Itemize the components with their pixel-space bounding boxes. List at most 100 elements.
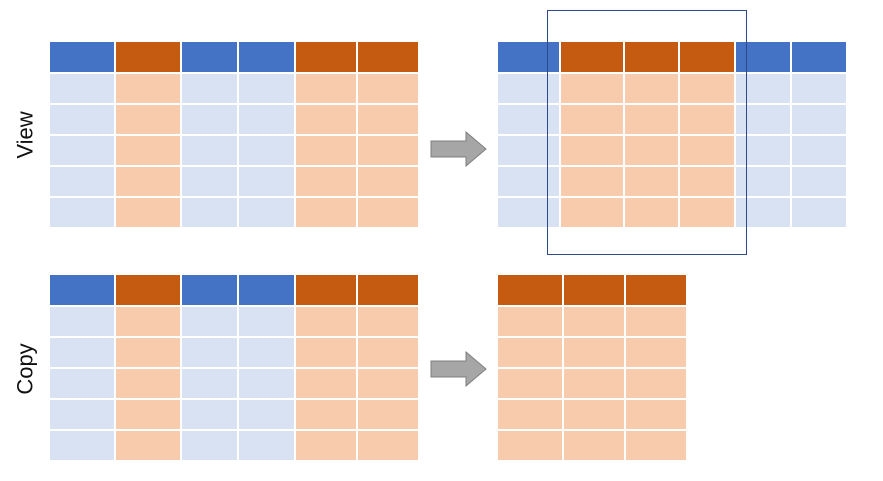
body-cell-blue	[498, 198, 559, 227]
body-cell-orange	[116, 369, 180, 398]
body-cell-blue	[50, 338, 114, 367]
header-cell-blue	[50, 42, 114, 72]
body-cell-orange	[626, 307, 686, 336]
body-cell-orange	[116, 198, 180, 227]
body-cell-orange	[358, 74, 418, 103]
body-cell-orange	[296, 167, 356, 196]
body-cell-blue	[182, 338, 237, 367]
body-cell-blue	[239, 167, 294, 196]
header-cell-orange	[116, 275, 180, 305]
body-cell-blue	[50, 105, 114, 134]
header-cell-blue	[239, 42, 294, 72]
header-cell-orange	[564, 275, 624, 305]
body-cell-orange	[358, 105, 418, 134]
body-cell-blue	[239, 338, 294, 367]
body-cell-blue	[736, 105, 790, 134]
body-cell-blue	[182, 400, 237, 429]
body-cell-blue	[239, 74, 294, 103]
body-cell-orange	[498, 369, 562, 398]
copy-source-table	[50, 275, 418, 463]
body-cell-orange	[498, 307, 562, 336]
header-cell-orange	[680, 42, 734, 72]
body-cell-orange	[626, 400, 686, 429]
body-cell-orange	[561, 136, 623, 165]
header-cell-orange	[498, 275, 562, 305]
body-cell-orange	[626, 369, 686, 398]
body-cell-orange	[561, 74, 623, 103]
body-cell-blue	[792, 105, 846, 134]
header-cell-blue	[182, 42, 237, 72]
body-cell-blue	[792, 136, 846, 165]
body-cell-orange	[498, 400, 562, 429]
body-cell-orange	[680, 198, 734, 227]
body-cell-blue	[736, 136, 790, 165]
header-cell-blue	[736, 42, 790, 72]
body-cell-blue	[50, 431, 114, 460]
body-cell-blue	[792, 167, 846, 196]
body-cell-orange	[625, 198, 678, 227]
body-cell-orange	[564, 431, 624, 460]
row-label-copy: Copy	[12, 343, 38, 395]
body-cell-orange	[116, 431, 180, 460]
body-cell-orange	[296, 307, 356, 336]
body-cell-orange	[626, 431, 686, 460]
body-cell-orange	[358, 167, 418, 196]
row-label-view: View	[12, 111, 38, 159]
header-cell-orange	[561, 42, 623, 72]
body-cell-orange	[296, 74, 356, 103]
body-cell-orange	[358, 369, 418, 398]
body-cell-orange	[561, 167, 623, 196]
body-cell-orange	[296, 198, 356, 227]
header-cell-orange	[116, 42, 180, 72]
header-cell-orange	[626, 275, 686, 305]
body-cell-blue	[50, 307, 114, 336]
body-cell-orange	[561, 198, 623, 227]
body-cell-orange	[564, 400, 624, 429]
body-cell-orange	[498, 338, 562, 367]
header-cell-blue	[239, 275, 294, 305]
body-cell-orange	[296, 369, 356, 398]
body-cell-blue	[182, 105, 237, 134]
body-cell-blue	[239, 136, 294, 165]
body-cell-orange	[296, 338, 356, 367]
body-cell-blue	[182, 369, 237, 398]
header-cell-orange	[625, 42, 678, 72]
body-cell-blue	[792, 198, 846, 227]
header-cell-blue	[182, 275, 237, 305]
body-cell-blue	[182, 74, 237, 103]
body-cell-orange	[296, 105, 356, 134]
body-cell-blue	[498, 167, 559, 196]
body-cell-blue	[239, 400, 294, 429]
body-cell-blue	[50, 167, 114, 196]
body-cell-orange	[296, 431, 356, 460]
body-cell-blue	[736, 167, 790, 196]
body-cell-orange	[680, 105, 734, 134]
body-cell-orange	[498, 431, 562, 460]
body-cell-blue	[498, 136, 559, 165]
body-cell-blue	[182, 431, 237, 460]
body-cell-orange	[358, 307, 418, 336]
header-cell-orange	[296, 42, 356, 72]
arrow-right-icon	[430, 131, 487, 167]
header-cell-orange	[296, 275, 356, 305]
header-cell-blue	[792, 42, 846, 72]
body-cell-blue	[182, 198, 237, 227]
body-cell-orange	[625, 136, 678, 165]
header-cell-blue	[50, 275, 114, 305]
body-cell-orange	[680, 167, 734, 196]
body-cell-orange	[358, 338, 418, 367]
header-cell-orange	[358, 275, 418, 305]
body-cell-blue	[239, 198, 294, 227]
body-cell-blue	[182, 167, 237, 196]
body-cell-orange	[116, 74, 180, 103]
body-cell-orange	[116, 167, 180, 196]
body-cell-orange	[625, 105, 678, 134]
body-cell-orange	[296, 136, 356, 165]
body-cell-orange	[358, 136, 418, 165]
body-cell-orange	[358, 431, 418, 460]
body-cell-orange	[116, 136, 180, 165]
body-cell-orange	[564, 307, 624, 336]
body-cell-orange	[116, 338, 180, 367]
body-cell-orange	[680, 74, 734, 103]
body-cell-orange	[116, 105, 180, 134]
